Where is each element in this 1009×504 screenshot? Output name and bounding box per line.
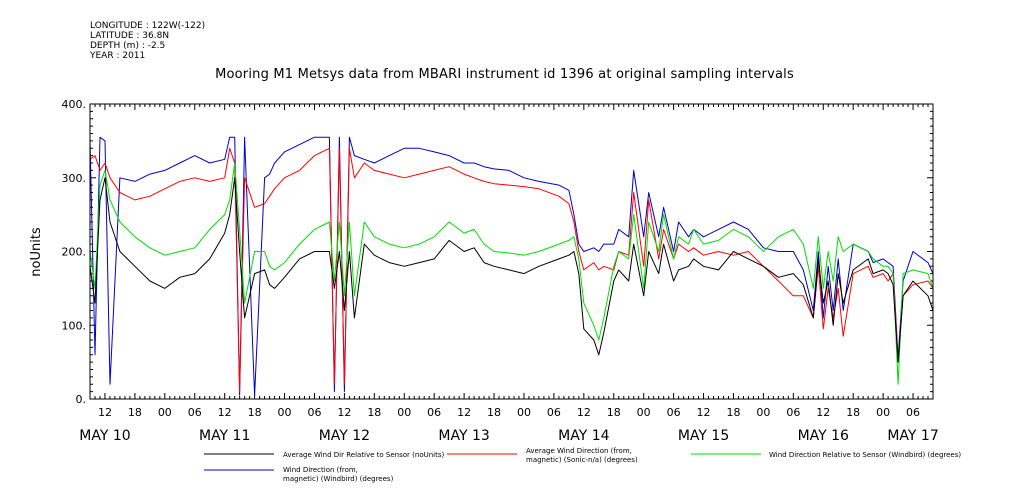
- series-line: [89, 147, 934, 393]
- legend-label: Wind Direction Relative to Sensor (Windb…: [769, 451, 962, 459]
- x-tick-label: 12: [577, 406, 591, 419]
- legend-entry: Wind Direction Relative to Sensor (Windb…: [769, 451, 961, 460]
- x-tick-label: 18: [846, 406, 860, 419]
- x-tick-label: 06: [786, 406, 800, 419]
- x-tick-label: 06: [906, 406, 920, 419]
- metadata-block: LONGITUDE : 122W(-122) LATITUDE : 36.8N …: [90, 21, 205, 61]
- x-tick-label: 18: [726, 406, 740, 419]
- x-tick-label: 12: [457, 406, 471, 419]
- x-tick-label: 06: [307, 406, 321, 419]
- legend-label: magnetic) (Sonic-n/a) (degrees): [526, 456, 638, 464]
- y-axis-label: noUnits: [29, 227, 44, 277]
- x-tick-label: 12: [218, 406, 232, 419]
- legend-label: magnetic) (Windbird) (degrees): [283, 475, 394, 483]
- x-day-label: MAY 17: [887, 428, 938, 444]
- legend-entry: Wind Direction (from, magnetic) (Windbird…: [283, 466, 393, 484]
- y-tick-label: 200.: [62, 246, 87, 259]
- x-day-label: MAY 12: [319, 428, 370, 444]
- ticks-layer: [89, 103, 934, 400]
- x-tick-label: 18: [248, 406, 262, 419]
- y-tick-label: 0.: [76, 393, 87, 406]
- x-tick-label: 12: [697, 406, 711, 419]
- x-tick-label: 00: [158, 406, 172, 419]
- x-tick-label: 12: [98, 406, 112, 419]
- longitude-label: LONGITUDE : 122W(-122): [90, 21, 206, 31]
- x-day-label: MAY 10: [79, 428, 130, 444]
- labels-layer: 0. 100. 200. 300. 400. 12 18 00 06 12 18 00 06 12 18 00…: [62, 98, 939, 444]
- x-day-label: MAY 11: [199, 428, 250, 444]
- x-day-label: MAY 14: [558, 428, 609, 444]
- x-tick-label: 00: [637, 406, 651, 419]
- legend-label: Wind Direction (from,: [283, 466, 358, 474]
- x-tick-label: 06: [188, 406, 202, 419]
- x-tick-label: 06: [547, 406, 561, 419]
- x-tick-label: 06: [427, 406, 441, 419]
- y-tick-label: 100.: [62, 319, 87, 332]
- x-tick-label: 18: [128, 406, 142, 419]
- legend-label: Average Wind Direction (from,: [526, 447, 632, 455]
- year-label: YEAR : 2011: [90, 51, 146, 61]
- x-tick-label: 00: [278, 406, 292, 419]
- series-line: [89, 162, 934, 385]
- x-tick-label: 00: [397, 406, 411, 419]
- x-tick-label: 00: [517, 406, 531, 419]
- x-tick-label: 18: [607, 406, 621, 419]
- x-tick-label: 00: [756, 406, 770, 419]
- series-line: [89, 136, 934, 396]
- x-tick-label: 18: [487, 406, 501, 419]
- y-tick-label: 300.: [62, 172, 87, 185]
- x-tick-label: 00: [876, 406, 890, 419]
- legend-entry: Average Wind Dir Relative to Sensor (noU…: [283, 451, 444, 460]
- x-tick-label: 12: [816, 406, 830, 419]
- latitude-label: LATITUDE : 36.8N: [90, 31, 170, 41]
- series-layer: [89, 136, 934, 396]
- depth-label: DEPTH (m) : -2.5: [90, 41, 166, 51]
- series-line: [89, 177, 934, 363]
- x-day-label: MAY 15: [678, 428, 729, 444]
- x-day-label: MAY 16: [798, 428, 849, 444]
- x-day-label: MAY 13: [438, 428, 489, 444]
- x-tick-label: 18: [367, 406, 381, 419]
- chart-title: Mooring M1 Metsys data from MBARI instru…: [215, 67, 794, 82]
- legend-entry: Average Wind Direction (from, magnetic) (…: [526, 447, 638, 465]
- y-tick-label: 400.: [62, 98, 87, 111]
- x-tick-label: 12: [337, 406, 351, 419]
- x-tick-label: 06: [667, 406, 681, 419]
- legend-label: Average Wind Dir Relative to Sensor (noU…: [283, 451, 445, 459]
- plot-frame: [89, 103, 934, 400]
